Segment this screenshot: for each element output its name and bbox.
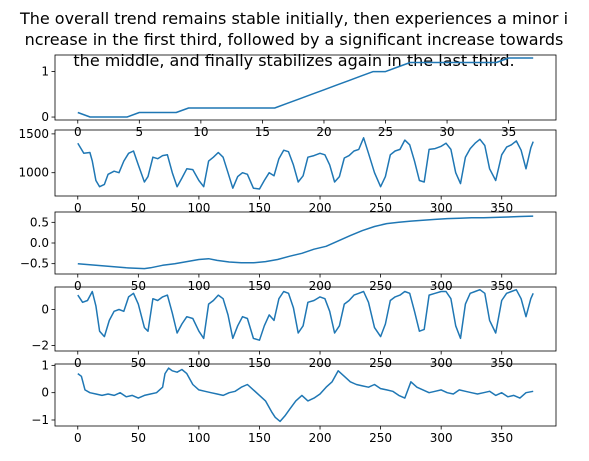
x-tick-label: 0 <box>74 279 82 293</box>
y-tick-label: 0 <box>41 386 49 400</box>
y-tick-label: 0 <box>41 303 49 317</box>
x-tick-label: 250 <box>369 279 392 293</box>
x-tick-label: 250 <box>369 356 392 370</box>
series-line-4 <box>77 288 534 341</box>
x-tick-label: 5 <box>136 125 144 139</box>
x-tick-label: 0 <box>74 356 82 370</box>
x-tick-label: 20 <box>316 125 331 139</box>
y-tick-label: 0 <box>41 110 49 124</box>
series-line-2 <box>77 137 534 190</box>
x-tick-label: 50 <box>131 356 146 370</box>
x-tick-label: 50 <box>131 431 146 445</box>
x-tick-label: 0 <box>74 431 82 445</box>
axes-frame <box>54 286 557 352</box>
x-tick-label: 300 <box>430 356 453 370</box>
x-tick-label: 300 <box>430 201 453 215</box>
x-tick-label: 150 <box>248 279 271 293</box>
y-tick-label: 1500 <box>18 127 49 141</box>
x-tick-label: 150 <box>248 356 271 370</box>
series-line-3 <box>77 215 534 270</box>
x-tick-label: 150 <box>248 431 271 445</box>
x-tick-label: 50 <box>131 201 146 215</box>
x-tick-label: 300 <box>430 431 453 445</box>
x-tick-label: 350 <box>490 356 513 370</box>
x-tick-label: 100 <box>187 431 210 445</box>
subplot-5: 0 50 100 150 200 250 300 350 1 0 −1 <box>31 358 557 445</box>
x-tick-label: 250 <box>369 201 392 215</box>
subplot-1: 0 5 10 15 20 25 30 35 0 1 <box>41 54 557 139</box>
y-tick-label: −0.5 <box>20 257 49 271</box>
y-tick-label: 0.0 <box>30 236 49 250</box>
x-tick-label: 100 <box>187 279 210 293</box>
x-tick-label: 350 <box>490 201 513 215</box>
x-tick-label: 100 <box>187 201 210 215</box>
x-tick-label: 200 <box>309 356 332 370</box>
x-tick-label: 100 <box>187 356 210 370</box>
x-tick-label: 25 <box>378 125 393 139</box>
title-line-2: ncrease in the first third, followed by … <box>25 30 564 49</box>
subplot-4: 0 50 100 150 200 250 300 350 0 −2 <box>31 286 557 370</box>
series-line-1 <box>77 57 534 118</box>
x-tick-label: 10 <box>193 125 208 139</box>
subplot-3: 0 50 100 150 200 250 300 350 0.5 0.0 −0.5 <box>20 211 557 293</box>
y-tick-label: 0.5 <box>30 215 49 229</box>
y-tick-label: −2 <box>31 339 49 353</box>
x-tick-label: 200 <box>309 279 332 293</box>
x-tick-label: 0 <box>74 201 82 215</box>
series-line-5 <box>77 367 534 423</box>
axes-frame <box>54 211 557 275</box>
x-tick-label: 250 <box>369 431 392 445</box>
title-line-3: the middle, and finally stabilizes again… <box>73 51 514 70</box>
x-tick-label: 300 <box>430 279 453 293</box>
x-tick-label: 50 <box>131 279 146 293</box>
x-tick-label: 350 <box>490 279 513 293</box>
x-tick-label: 350 <box>490 431 513 445</box>
x-tick-label: 0 <box>74 125 82 139</box>
y-tick-label: 1000 <box>18 166 49 180</box>
axes-frame <box>54 129 557 197</box>
x-tick-label: 150 <box>248 201 271 215</box>
x-tick-label: 15 <box>255 125 270 139</box>
axes-frame <box>54 54 557 121</box>
axes-frame <box>54 363 557 427</box>
y-tick-label: 1 <box>41 65 49 79</box>
x-tick-label: 30 <box>439 125 454 139</box>
y-tick-label: −1 <box>31 413 49 427</box>
x-tick-label: 200 <box>309 201 332 215</box>
y-tick-label: 1 <box>41 358 49 372</box>
x-tick-label: 200 <box>309 431 332 445</box>
x-tick-label: 35 <box>501 125 516 139</box>
title-line-1: The overall trend remains stable initial… <box>19 9 568 28</box>
